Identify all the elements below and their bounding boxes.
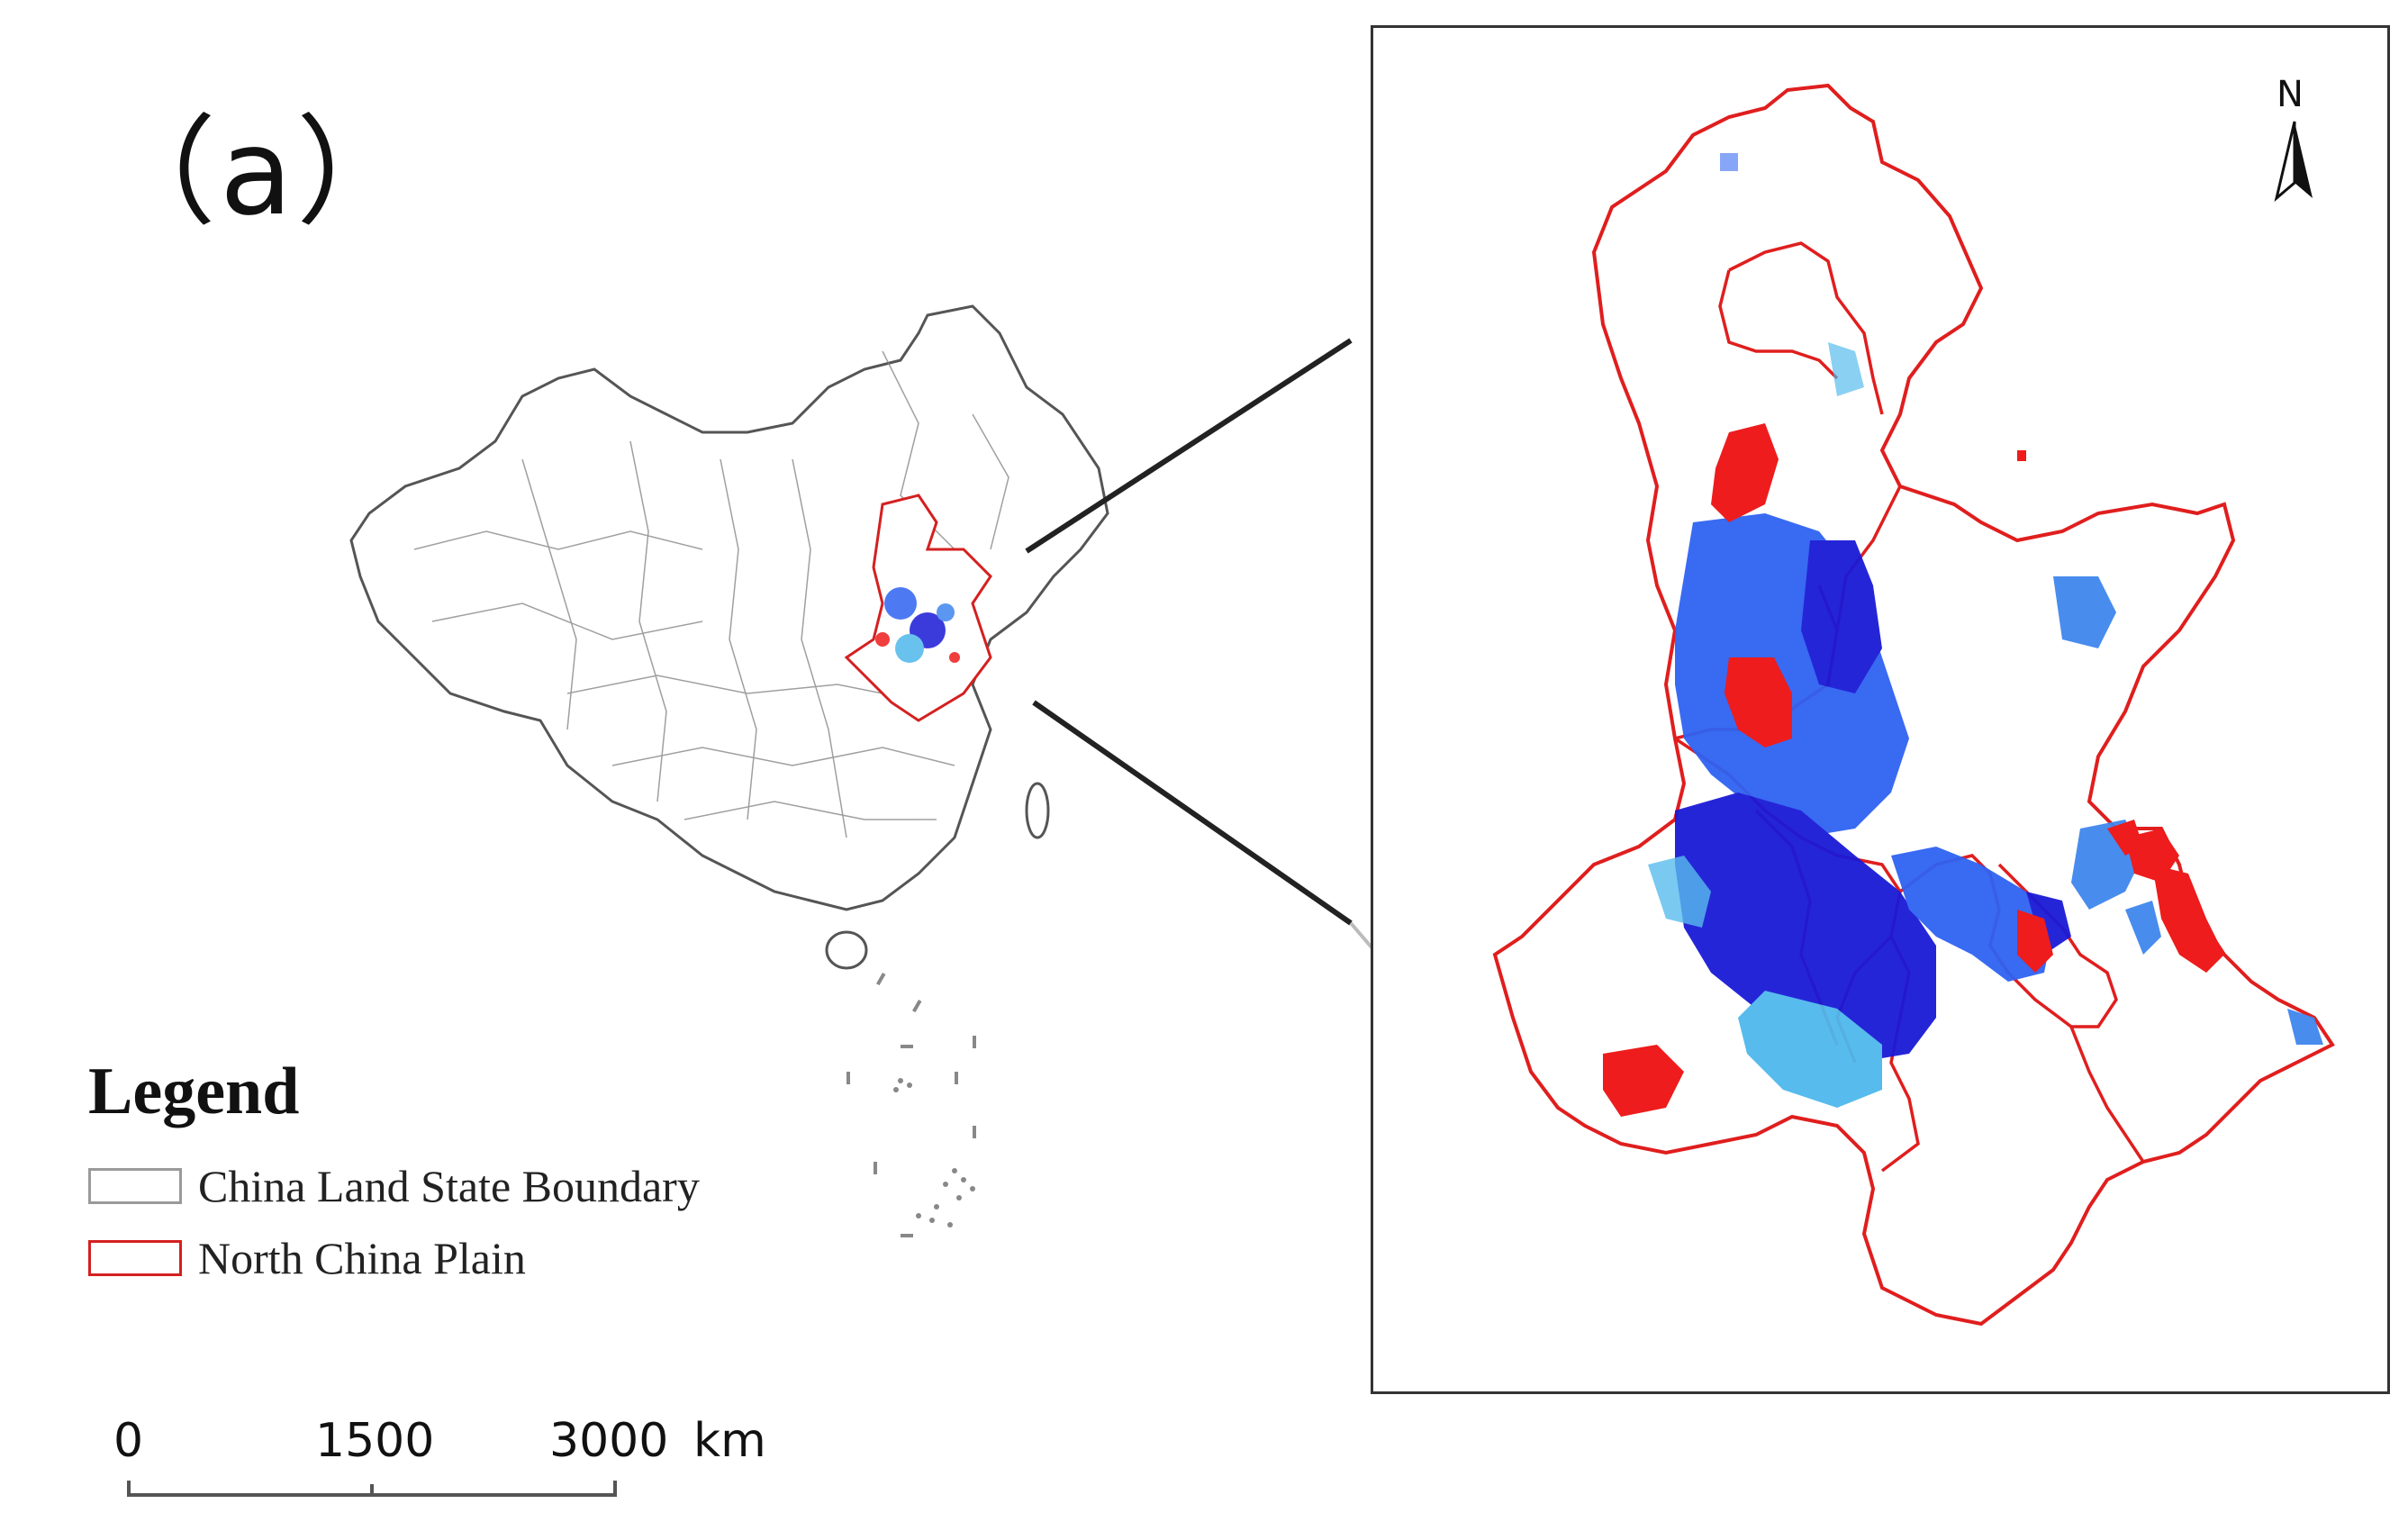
- scale-unit: km: [693, 1414, 766, 1468]
- legend-title: Legend: [88, 1055, 300, 1128]
- china-outline: [349, 304, 1109, 911]
- legend: Legend China Land State Boundary North C…: [88, 1054, 700, 1294]
- ncp-outline-small: [844, 494, 992, 722]
- legend-label-north-china-plain: North China Plain: [198, 1233, 526, 1283]
- scale-tick-1500: 1500: [315, 1414, 435, 1468]
- scale-bar: 0 1500 3000 km: [113, 1414, 766, 1513]
- scale-bar-line: [127, 1481, 617, 1497]
- legend-label-china-boundary: China Land State Boundary: [198, 1161, 700, 1211]
- north-label: N: [2277, 74, 2304, 115]
- north-arrow-icon: [2274, 121, 2313, 203]
- scale-tick-3000: 3000: [549, 1414, 669, 1468]
- scale-tick-0: 0: [113, 1414, 144, 1468]
- legend-swatch-china-boundary: [88, 1168, 182, 1204]
- legend-swatch-north-china-plain: [88, 1240, 182, 1276]
- china-overview-map: [349, 304, 1109, 1237]
- panel-label: （a）: [97, 104, 419, 242]
- ncp-outline: [1492, 83, 2335, 1327]
- legend-item-north-china-plain: North China Plain: [88, 1222, 700, 1294]
- legend-item-china-boundary: China Land State Boundary: [88, 1150, 700, 1222]
